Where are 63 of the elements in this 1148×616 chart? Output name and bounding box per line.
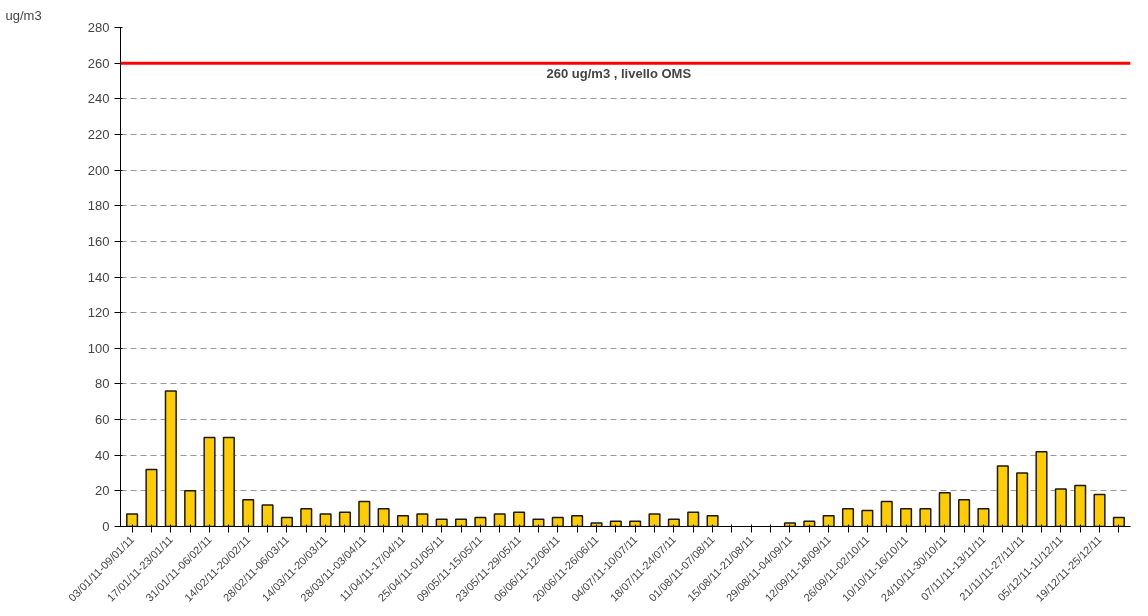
y-tick-label: 100 bbox=[87, 340, 110, 356]
y-tick-label: 200 bbox=[87, 162, 110, 178]
y-tick-label: 260 bbox=[87, 55, 110, 71]
bar bbox=[629, 520, 642, 527]
bar bbox=[300, 507, 313, 527]
bar bbox=[803, 520, 816, 527]
bar bbox=[1035, 450, 1048, 527]
bar bbox=[996, 465, 1009, 527]
ref-line-label: 260 ug/m3 , livello OMS bbox=[546, 66, 692, 82]
bar bbox=[203, 436, 216, 527]
y-tick-label: 60 bbox=[95, 412, 110, 428]
bar bbox=[1112, 516, 1125, 527]
bar bbox=[1054, 488, 1067, 527]
y-tick-label: 180 bbox=[87, 198, 110, 214]
y-tick-label: 240 bbox=[87, 91, 110, 107]
y-tick-label: 140 bbox=[87, 269, 110, 285]
bar bbox=[958, 499, 971, 527]
bar bbox=[861, 509, 874, 527]
bar bbox=[164, 390, 177, 527]
bar bbox=[126, 513, 139, 527]
bar bbox=[899, 507, 913, 527]
bar bbox=[609, 520, 622, 527]
bar bbox=[416, 513, 429, 527]
bar bbox=[822, 515, 835, 527]
bar bbox=[706, 515, 719, 527]
y-tick-label: 20 bbox=[95, 483, 110, 499]
bar bbox=[493, 513, 506, 527]
bar bbox=[513, 511, 526, 527]
y-tick-label: 0 bbox=[102, 519, 110, 534]
bar bbox=[474, 516, 487, 527]
bar bbox=[280, 516, 293, 527]
bar bbox=[1016, 472, 1029, 527]
bar bbox=[1093, 493, 1106, 527]
bar bbox=[551, 516, 564, 527]
y-tick-label: 220 bbox=[87, 126, 110, 142]
bar bbox=[145, 468, 158, 527]
bar bbox=[377, 507, 390, 527]
y-tick-label: 280 bbox=[87, 20, 110, 35]
bar bbox=[242, 499, 255, 527]
bar bbox=[841, 507, 855, 527]
bar bbox=[590, 522, 603, 527]
y-axis-title: ug/m3 bbox=[5, 7, 42, 23]
y-tick-label: 160 bbox=[87, 233, 110, 249]
bar bbox=[261, 504, 274, 527]
y-tick-label: 40 bbox=[95, 447, 110, 463]
bar bbox=[919, 507, 932, 527]
bar bbox=[687, 511, 700, 527]
bar bbox=[571, 515, 584, 527]
bar bbox=[184, 490, 197, 527]
y-tick-label: 80 bbox=[95, 376, 110, 392]
bar bbox=[880, 500, 893, 527]
bar bbox=[977, 507, 990, 527]
bar bbox=[1074, 484, 1087, 527]
bar bbox=[338, 511, 352, 527]
bar bbox=[532, 518, 545, 527]
bar bbox=[222, 436, 235, 527]
bar bbox=[396, 515, 410, 527]
bar bbox=[938, 491, 951, 527]
bar bbox=[783, 522, 797, 527]
bar bbox=[319, 513, 332, 527]
bar bbox=[648, 513, 661, 527]
bar bbox=[358, 500, 371, 527]
y-tick-label: 120 bbox=[87, 305, 110, 321]
